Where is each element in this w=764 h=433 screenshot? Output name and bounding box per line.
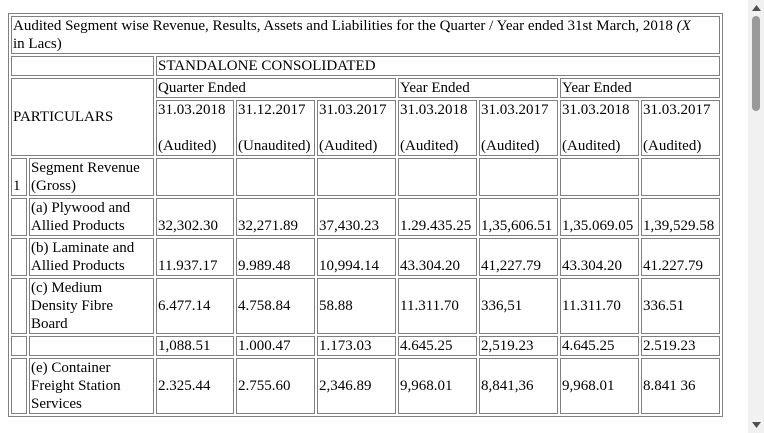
- row-particular: (b) Laminate and Allied Products: [29, 238, 154, 276]
- blank-header-cell: [11, 56, 154, 76]
- scroll-down-arrow-icon[interactable]: [748, 417, 764, 433]
- table-row: (c) Medium Density Fibre Board 6.477.14 …: [11, 278, 720, 334]
- row-value: 1,35.069.05: [560, 198, 639, 236]
- row-value: 2.519.23: [641, 336, 720, 356]
- row-value: 32,271.89: [236, 198, 315, 236]
- row-value: 9,968.01: [560, 358, 639, 414]
- row-value: 1,35,606.51: [479, 198, 558, 236]
- row-value: [479, 158, 558, 196]
- standalone-consolidated-header: STANDALONE CONSOLIDATED: [156, 56, 720, 76]
- row-value: 6.477.14: [156, 278, 234, 334]
- title-unit: in Lacs): [13, 36, 62, 52]
- row-value: 4.645.25: [398, 336, 477, 356]
- row-value: 2.325.44: [156, 358, 234, 414]
- row-value: 336,51: [479, 278, 558, 334]
- row-number: [11, 278, 27, 334]
- row-value: 336.51: [641, 278, 720, 334]
- table-row: 1 Segment Revenue (Gross): [11, 158, 720, 196]
- row-particular: [29, 336, 154, 356]
- row-value: [236, 158, 315, 196]
- title-text: Audited Segment wise Revenue, Results, A…: [13, 18, 677, 34]
- quarter-ended-header: Quarter Ended: [156, 78, 396, 98]
- period-header-cell: 31.03.2018 (Audited): [398, 100, 477, 156]
- row-value: 58.88: [317, 278, 396, 334]
- row-value: 1.29.435.25: [398, 198, 477, 236]
- row-value: 4.645.25: [560, 336, 639, 356]
- segment-report-table: Audited Segment wise Revenue, Results, A…: [8, 13, 723, 417]
- title-row: Audited Segment wise Revenue, Results, A…: [11, 16, 720, 54]
- row-value: 43.304.20: [398, 238, 477, 276]
- row-value: 1.000.47: [236, 336, 315, 356]
- vertical-scrollbar[interactable]: [748, 0, 764, 433]
- row-value: 11.311.70: [398, 278, 477, 334]
- period-header-cell: 31.03.2018 (Audited): [156, 100, 234, 156]
- currency-symbol: (X: [676, 18, 691, 34]
- table-row: 1,088.51 1.000.47 1.173.03 4.645.25 2,51…: [11, 336, 720, 356]
- row-number: [11, 336, 27, 356]
- row-value: 9,968.01: [398, 358, 477, 414]
- row-value: 1,088.51: [156, 336, 234, 356]
- period-header-cell: 31.03.2017 (Audited): [479, 100, 558, 156]
- row-value: 8.841 36: [641, 358, 720, 414]
- row-value: 11.311.70: [560, 278, 639, 334]
- header-row-2: PARTICULARS Quarter Ended Year Ended Yea…: [11, 78, 720, 156]
- scroll-up-arrow-icon[interactable]: [748, 0, 764, 16]
- row-particular: (e) Container Freight Station Services: [29, 358, 154, 414]
- row-value: 1.173.03: [317, 336, 396, 356]
- row-value: 37,430.23: [317, 198, 396, 236]
- table-row: (e) Container Freight Station Services 2…: [11, 358, 720, 414]
- document-viewport: Audited Segment wise Revenue, Results, A…: [8, 13, 723, 417]
- row-value: [641, 158, 720, 196]
- row-value: [560, 158, 639, 196]
- row-value: 10,994.14: [317, 238, 396, 276]
- year-ended-header-consolidated: Year Ended: [560, 78, 720, 98]
- table-row: (b) Laminate and Allied Products 11.937.…: [11, 238, 720, 276]
- row-number: [11, 238, 27, 276]
- row-value: 2,346.89: [317, 358, 396, 414]
- row-value: 41.227.79: [641, 238, 720, 276]
- row-value: 32,302.30: [156, 198, 234, 236]
- row-value: 2.755.60: [236, 358, 315, 414]
- period-header-cell: 31.03.2018 (Audited): [560, 100, 639, 156]
- row-number: [11, 198, 27, 236]
- year-ended-header-standalone: Year Ended: [398, 78, 558, 98]
- row-value: [156, 158, 234, 196]
- table-row: (a) Plywood and Allied Products 32,302.3…: [11, 198, 720, 236]
- row-value: 43.304.20: [560, 238, 639, 276]
- period-header-cell: 31.03.2017 (Audited): [317, 100, 396, 156]
- header-row-3: 31.03.2018 (Audited) 31.12.2017 (Unaudited…: [11, 100, 720, 156]
- row-number: 1: [11, 158, 27, 196]
- particulars-header: PARTICULARS: [11, 78, 154, 156]
- row-particular: Segment Revenue (Gross): [29, 158, 154, 196]
- period-header-cell: 31.12.2017 (Unaudited): [236, 100, 315, 156]
- row-value: 9.989.48: [236, 238, 315, 276]
- row-value: 4.758.84: [236, 278, 315, 334]
- scrollbar-thumb[interactable]: [752, 16, 760, 111]
- row-value: 11.937.17: [156, 238, 234, 276]
- row-value: 1,39,529.58: [641, 198, 720, 236]
- row-value: 2,519.23: [479, 336, 558, 356]
- table-title: Audited Segment wise Revenue, Results, A…: [11, 16, 720, 54]
- row-number: [11, 358, 27, 414]
- row-value: 8,841,36: [479, 358, 558, 414]
- row-value: [317, 158, 396, 196]
- period-header-cell: 31.03.2017 (Audited): [641, 100, 720, 156]
- row-particular: (c) Medium Density Fibre Board: [29, 278, 154, 334]
- row-particular: (a) Plywood and Allied Products: [29, 198, 154, 236]
- header-row-1: STANDALONE CONSOLIDATED: [11, 56, 720, 76]
- row-value: [398, 158, 477, 196]
- row-value: 41,227.79: [479, 238, 558, 276]
